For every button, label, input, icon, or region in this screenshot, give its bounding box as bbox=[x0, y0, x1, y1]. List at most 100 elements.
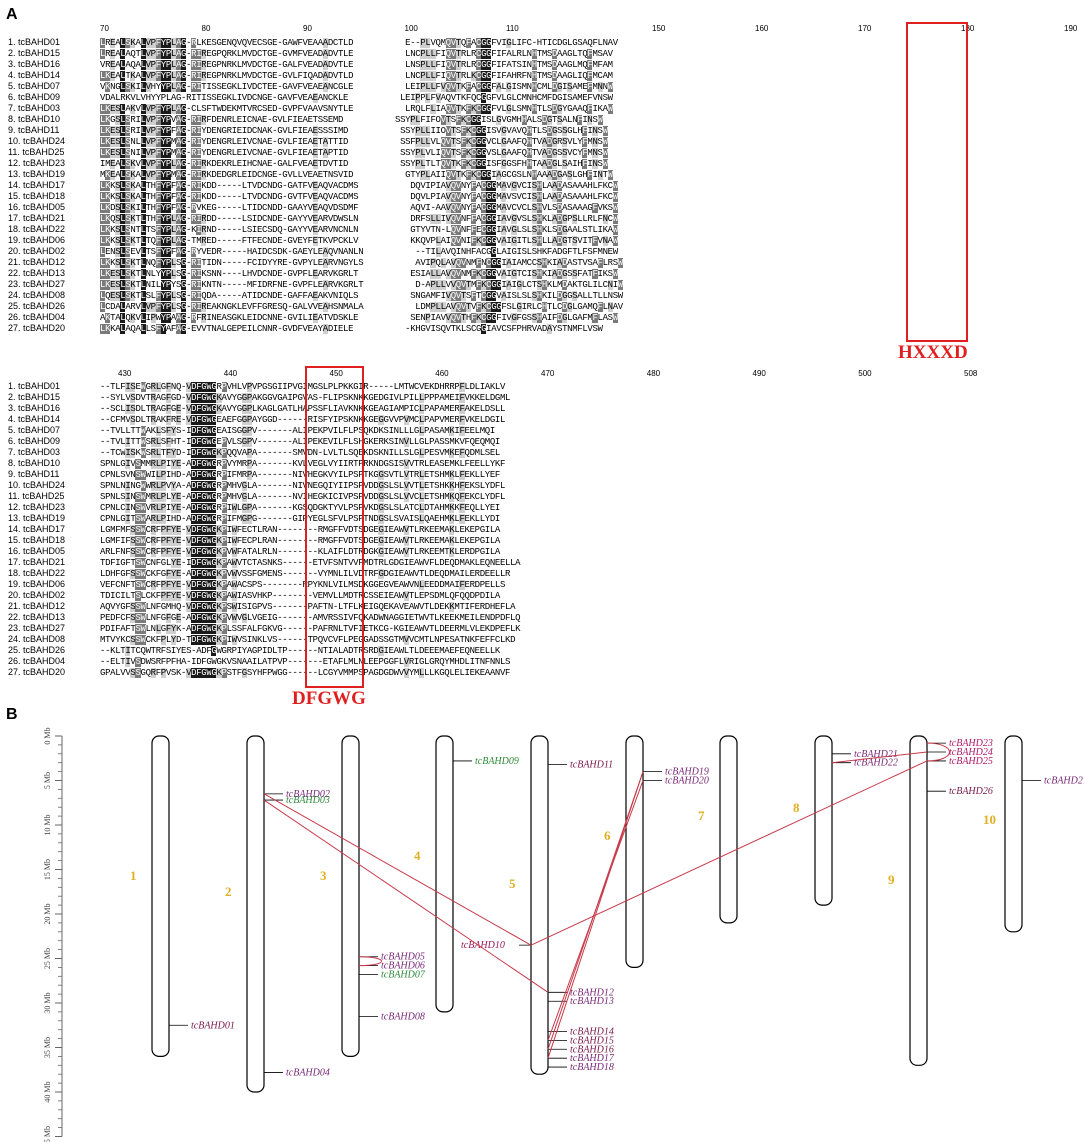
chromosome-label: 2 bbox=[225, 884, 232, 899]
chromosome-10 bbox=[1004, 735, 1023, 933]
sequence-name: 14. tcBAHD17 bbox=[8, 180, 66, 190]
sequence-segment: DRFSLLIVQVNFFACGGIAVGVSLSHKLADGPSLLRLFNC… bbox=[410, 214, 618, 224]
sequence-segment: LDMPLLAVQVTVFKCGGFSLGIRLCHTLCDGLGAMQFLNA… bbox=[415, 302, 623, 312]
gene-label: tcBAHD03 bbox=[286, 795, 330, 806]
chromosome-label: 8 bbox=[793, 800, 800, 815]
sequence-name: 10. tcBAHD24 bbox=[8, 136, 66, 146]
sequence-segment: LDHFGFSSWCKFGFYE-ADFGWGKPVWVSSFGMENS----… bbox=[100, 569, 511, 579]
gene-label: tcBAHD18 bbox=[570, 1062, 614, 1073]
chromosome-label: 1 bbox=[130, 868, 137, 883]
sequence-segment: DQVLPIAVQVNYFACGGMAVSVCISHLAADASAAAHLFKC… bbox=[410, 192, 618, 202]
alignment-row: 21. tcBAHD12 AQVYGFSSWLNFGMHQ-VDFGWGKPSWI… bbox=[8, 601, 520, 612]
alignment-row: 19. tcBAHD06 LKKSLSKTLTQFYPLAG-TMRED-----… bbox=[8, 235, 623, 246]
sequence-name: 22. tcBAHD13 bbox=[8, 612, 66, 622]
gene-label: tcBAHD22 bbox=[854, 758, 898, 769]
sequence-segment: AQVYGFSSWLNFGMHQ-VDFGWGKPSWISIGPVS------… bbox=[100, 602, 516, 612]
sequence-segment: SSYPLTLTQVTKFKCGGISFGGSFHHTAADGLSAIHFINS… bbox=[400, 159, 608, 169]
alignment-row: 8. tcBAHD10 LKGSLSRILVPFYPVAG-RIRFDENRLEI… bbox=[8, 114, 623, 125]
sequence-name: 26. tcBAHD04 bbox=[8, 312, 66, 322]
ruler-tick-label: 110 bbox=[506, 24, 519, 33]
synteny-link bbox=[926, 742, 950, 762]
alignment-row: 17. tcBAHD21 LKQSLSKTLTHFYPLAG-RIRDD-----… bbox=[8, 213, 623, 224]
sequence-segment: SPNLNINGWWRLPVYA-ADFGWGRPMHVGLA-------NI… bbox=[100, 481, 505, 491]
alignment-row: 24. tcBAHD08 MTVYKCSSWCKFPLYD-TDFGWGKPIWV… bbox=[8, 634, 520, 645]
alignment-row: 27. tcBAHD20 GPALVVSSGQRFPVSK-VDFGWGKPSTF… bbox=[8, 667, 520, 678]
sequence-name: 19. tcBAHD06 bbox=[8, 579, 66, 589]
sequence-segment: SENPIAVVQVTHFKCGGFIVGFGSSHAIFDGLGAFMFLAS… bbox=[410, 313, 618, 323]
sequence-segment: --TLFISEWGRLGFNQ-VDFGWGRPVHLVPVPGSGIIPVG… bbox=[100, 382, 505, 392]
sequence-segment: --ELTIVSDWSRFPFHA-IDFGWGKVSNAAILATPVP---… bbox=[100, 657, 511, 667]
sequence-name: 16. tcBAHD05 bbox=[8, 546, 66, 556]
sequence-name: 4. tcBAHD14 bbox=[8, 70, 61, 80]
alignment-row: 24. tcBAHD08 LQESLSKTLSLFYPLSG-RIQDA-----… bbox=[8, 290, 623, 301]
sequence-segment: --CFMVSDLTRAKFRE-VDFGWGEAEFGGPAYGGD-----… bbox=[100, 415, 505, 425]
sequence-segment: LKQSLSKTLTHFYPLAG-RIRDD-----LSIDCNDE-GAY… bbox=[100, 214, 359, 224]
sequence-name: 20. tcBAHD02 bbox=[8, 590, 66, 600]
alignment-row: 20. tcBAHD02 TDICILTSLCKFPFYE-VDFGWGKPAWI… bbox=[8, 590, 520, 601]
ruler-tick-label: 450 bbox=[329, 369, 343, 378]
gene-label: tcBAHD23 bbox=[949, 738, 993, 749]
gene-label: tcBAHD08 bbox=[381, 1011, 425, 1022]
scale-tick-label: 25 Mb bbox=[43, 948, 52, 969]
sequence-segment: SPNLSINSWMRLPLYE-ADFGWGRPMHVGLA-------NV… bbox=[100, 492, 505, 502]
synteny-link bbox=[358, 956, 382, 967]
alignment-row: 11. tcBAHD25 LKESLSNILVPFYPMAG-RIYDENGRLE… bbox=[8, 147, 623, 158]
sequence-name: 9. tcBAHD11 bbox=[8, 125, 60, 135]
gene-label: tcBAHD06 bbox=[381, 961, 425, 972]
sequence-segment: LNCPLLFIQVTRLKCGGFIFAHRFNHTMSDAAGLIQFMCA… bbox=[405, 71, 613, 81]
sequence-name: 24. tcBAHD08 bbox=[8, 290, 66, 300]
chromosome-8 bbox=[814, 735, 833, 906]
sequence-name: 12. tcBAHD23 bbox=[8, 158, 66, 168]
sequence-name: 27. tcBAHD20 bbox=[8, 667, 66, 677]
alignment-row: 1. tcBAHD01 --TLFISEWGRLGFNQ-VDFGWGRPVHLV… bbox=[8, 381, 520, 392]
sequence-segment: TDFIGFTSWCNFGLYE-IDFGWGKPAWVTCTASNKS----… bbox=[100, 558, 521, 568]
chromosome-label: 5 bbox=[509, 876, 516, 891]
sequence-segment: LKKSLSKTLNQFYPLSG-RITIDN-----FCIDYYRE-GV… bbox=[100, 258, 364, 268]
synteny-link bbox=[263, 799, 549, 993]
alignment-row: 4. tcBAHD14 LKEALTKALVPFYPLAG-RIREGPNRKLM… bbox=[8, 70, 623, 81]
sequence-name: 17. tcBAHD21 bbox=[8, 557, 66, 567]
chromosome-6 bbox=[625, 735, 644, 968]
sequence-segment: VEFCNFTSWCRFPFYE-VDFGWGKPAWACSPS--------… bbox=[100, 580, 505, 590]
sequence-name: 23. tcBAHD27 bbox=[8, 623, 66, 633]
sequence-segment: VREALAQALVPFYPLAG-RIREGPNRKLMVDCTGE-GALF… bbox=[100, 60, 354, 70]
ruler-tick-label: 460 bbox=[435, 369, 449, 378]
ruler-tick-label: 100 bbox=[404, 24, 418, 33]
gene-label: tcBAHD21 bbox=[854, 749, 898, 760]
chromosome-5 bbox=[530, 735, 549, 1075]
alignment-row: 10. tcBAHD24 SPNLNINGWWRLPVYA-ADFGWGRPMHV… bbox=[8, 480, 520, 491]
scale-tick-label: 5 Mb bbox=[43, 772, 52, 789]
chromosome-3 bbox=[341, 735, 360, 1057]
gene-label: tcBAHD09 bbox=[475, 756, 519, 767]
sequence-name: 23. tcBAHD27 bbox=[8, 279, 66, 289]
sequence-segment: LREALAQTLVPFYPLAG-RIREGPQRKLMVDCTGE-GVMF… bbox=[100, 49, 354, 59]
ruler-block1-right: 150 160 170 180 190 bbox=[652, 24, 1078, 36]
alignment-row: 10. tcBAHD24 LKESLSNLLVPFYPMAG-RIYDENGRLE… bbox=[8, 136, 623, 147]
scale-tick-label: 35 Mb bbox=[43, 1037, 52, 1058]
ruler-tick-label: 440 bbox=[223, 369, 238, 378]
sequence-segment: LQESLSKTLSLFYPLSG-RIQDA-----ATIDCNDE-GAF… bbox=[100, 291, 359, 301]
sequence-name: 1. tcBAHD01 bbox=[8, 381, 61, 391]
chromosome-label: 7 bbox=[698, 808, 705, 823]
scale-tick-label: 40 Mb bbox=[43, 1081, 52, 1102]
sequence-name: 15. tcBAHD18 bbox=[8, 191, 66, 201]
sequence-name: 26. tcBAHD04 bbox=[8, 656, 66, 666]
sequence-segment: MTVYKCSSWCKFPLYD-TDFGWGKPIWVSINKLVS-----… bbox=[100, 635, 516, 645]
alignment-row: 11. tcBAHD25 SPNLSINSWMRLPLYE-ADFGWGRPMHV… bbox=[8, 491, 520, 502]
sequence-segment: GTYPLAIIQVTKFKCGGIAGCGSLNHAAADGASLGHFINT… bbox=[405, 170, 613, 180]
sequence-segment: GTYVTN-LQVNFFECGGIAVGLSLSHKLSDGAALSTLIKA… bbox=[410, 225, 618, 235]
sequence-name: 14. tcBAHD17 bbox=[8, 524, 66, 534]
sequence-name: 4. tcBAHD14 bbox=[8, 414, 61, 424]
synteny-link bbox=[530, 760, 928, 946]
gene-label: tcBAHD14 bbox=[570, 1026, 614, 1037]
alignment-row: 23. tcBAHD27 PDIFAFTSWLNLGFYK-ADFGWGKPLSS… bbox=[8, 623, 521, 634]
chromosome-label: 3 bbox=[320, 868, 327, 883]
sequence-name: 7. tcBAHD03 bbox=[8, 103, 61, 113]
hxxxd-motif-box bbox=[906, 22, 968, 342]
panel-a-label: A bbox=[6, 6, 18, 23]
sequence-segment: LKESLSNILVPFYPMAG-RIYDENGRLEIVCNAE-GVLFI… bbox=[100, 148, 349, 158]
alignment-row: 27. tcBAHD20 LKKALAQALLSFYAFAG-EVVTNALGEP… bbox=[8, 323, 623, 334]
sequence-name: 2. tcBAHD15 bbox=[8, 392, 61, 402]
alignment-row: 17. tcBAHD21 TDFIGFTSWCNFGLYE-IDFGWGKPAWV… bbox=[8, 557, 521, 568]
sequence-name: 8. tcBAHD10 bbox=[8, 114, 61, 124]
